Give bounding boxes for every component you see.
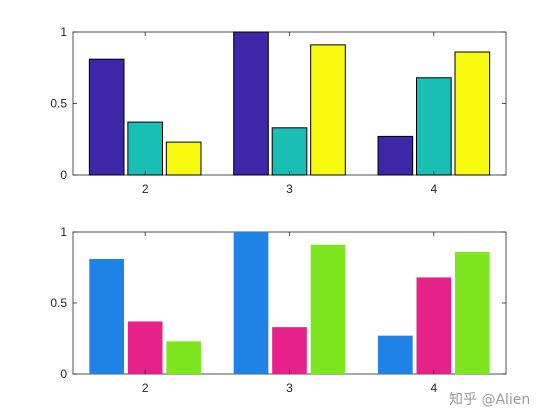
bar-series-2-2	[127, 121, 163, 176]
y-tick-label: 0.5	[50, 97, 67, 111]
bar-series-3-3	[310, 44, 346, 176]
bottom-bar-chart: 2 3 4 0 0.5 1	[50, 225, 507, 395]
x-tick-label: 4	[430, 381, 437, 395]
bar-series-3-2	[166, 341, 201, 374]
x-tick-label: 3	[286, 182, 293, 196]
bar-series-2-4	[416, 277, 452, 374]
y-tick-label: 1	[60, 25, 67, 39]
y-tick-label: 0	[60, 168, 67, 182]
top-bar-chart: 2 3 4 0 0.5 1	[50, 25, 507, 196]
bar-series-3-4	[454, 51, 491, 176]
x-tick-label: 2	[142, 182, 149, 196]
bar-series-1-4	[377, 135, 414, 176]
bar-series-2-3	[271, 127, 308, 176]
y-tick-label: 0	[60, 367, 67, 381]
x-tick-label: 3	[286, 381, 293, 395]
watermark-text: 知乎 @Alien	[449, 391, 530, 408]
x-tick-label: 2	[142, 381, 149, 395]
bar-series-1-4	[378, 335, 413, 374]
x-tick-label: 4	[430, 182, 437, 196]
y-tick-label: 0.5	[50, 296, 67, 310]
bar-series-1-2	[88, 58, 125, 176]
bar-series-3-2	[165, 141, 202, 176]
bar-series-1-3	[233, 232, 269, 374]
y-tick-label: 1	[60, 225, 67, 239]
bar-series-1-2	[89, 258, 124, 374]
bar-series-3-3	[310, 244, 346, 374]
bar-series-2-4	[416, 77, 452, 176]
bar-series-3-4	[455, 251, 490, 374]
bar-series-1-3	[233, 31, 269, 176]
bar-series-2-2	[127, 321, 163, 374]
bar-series-2-3	[272, 327, 307, 374]
